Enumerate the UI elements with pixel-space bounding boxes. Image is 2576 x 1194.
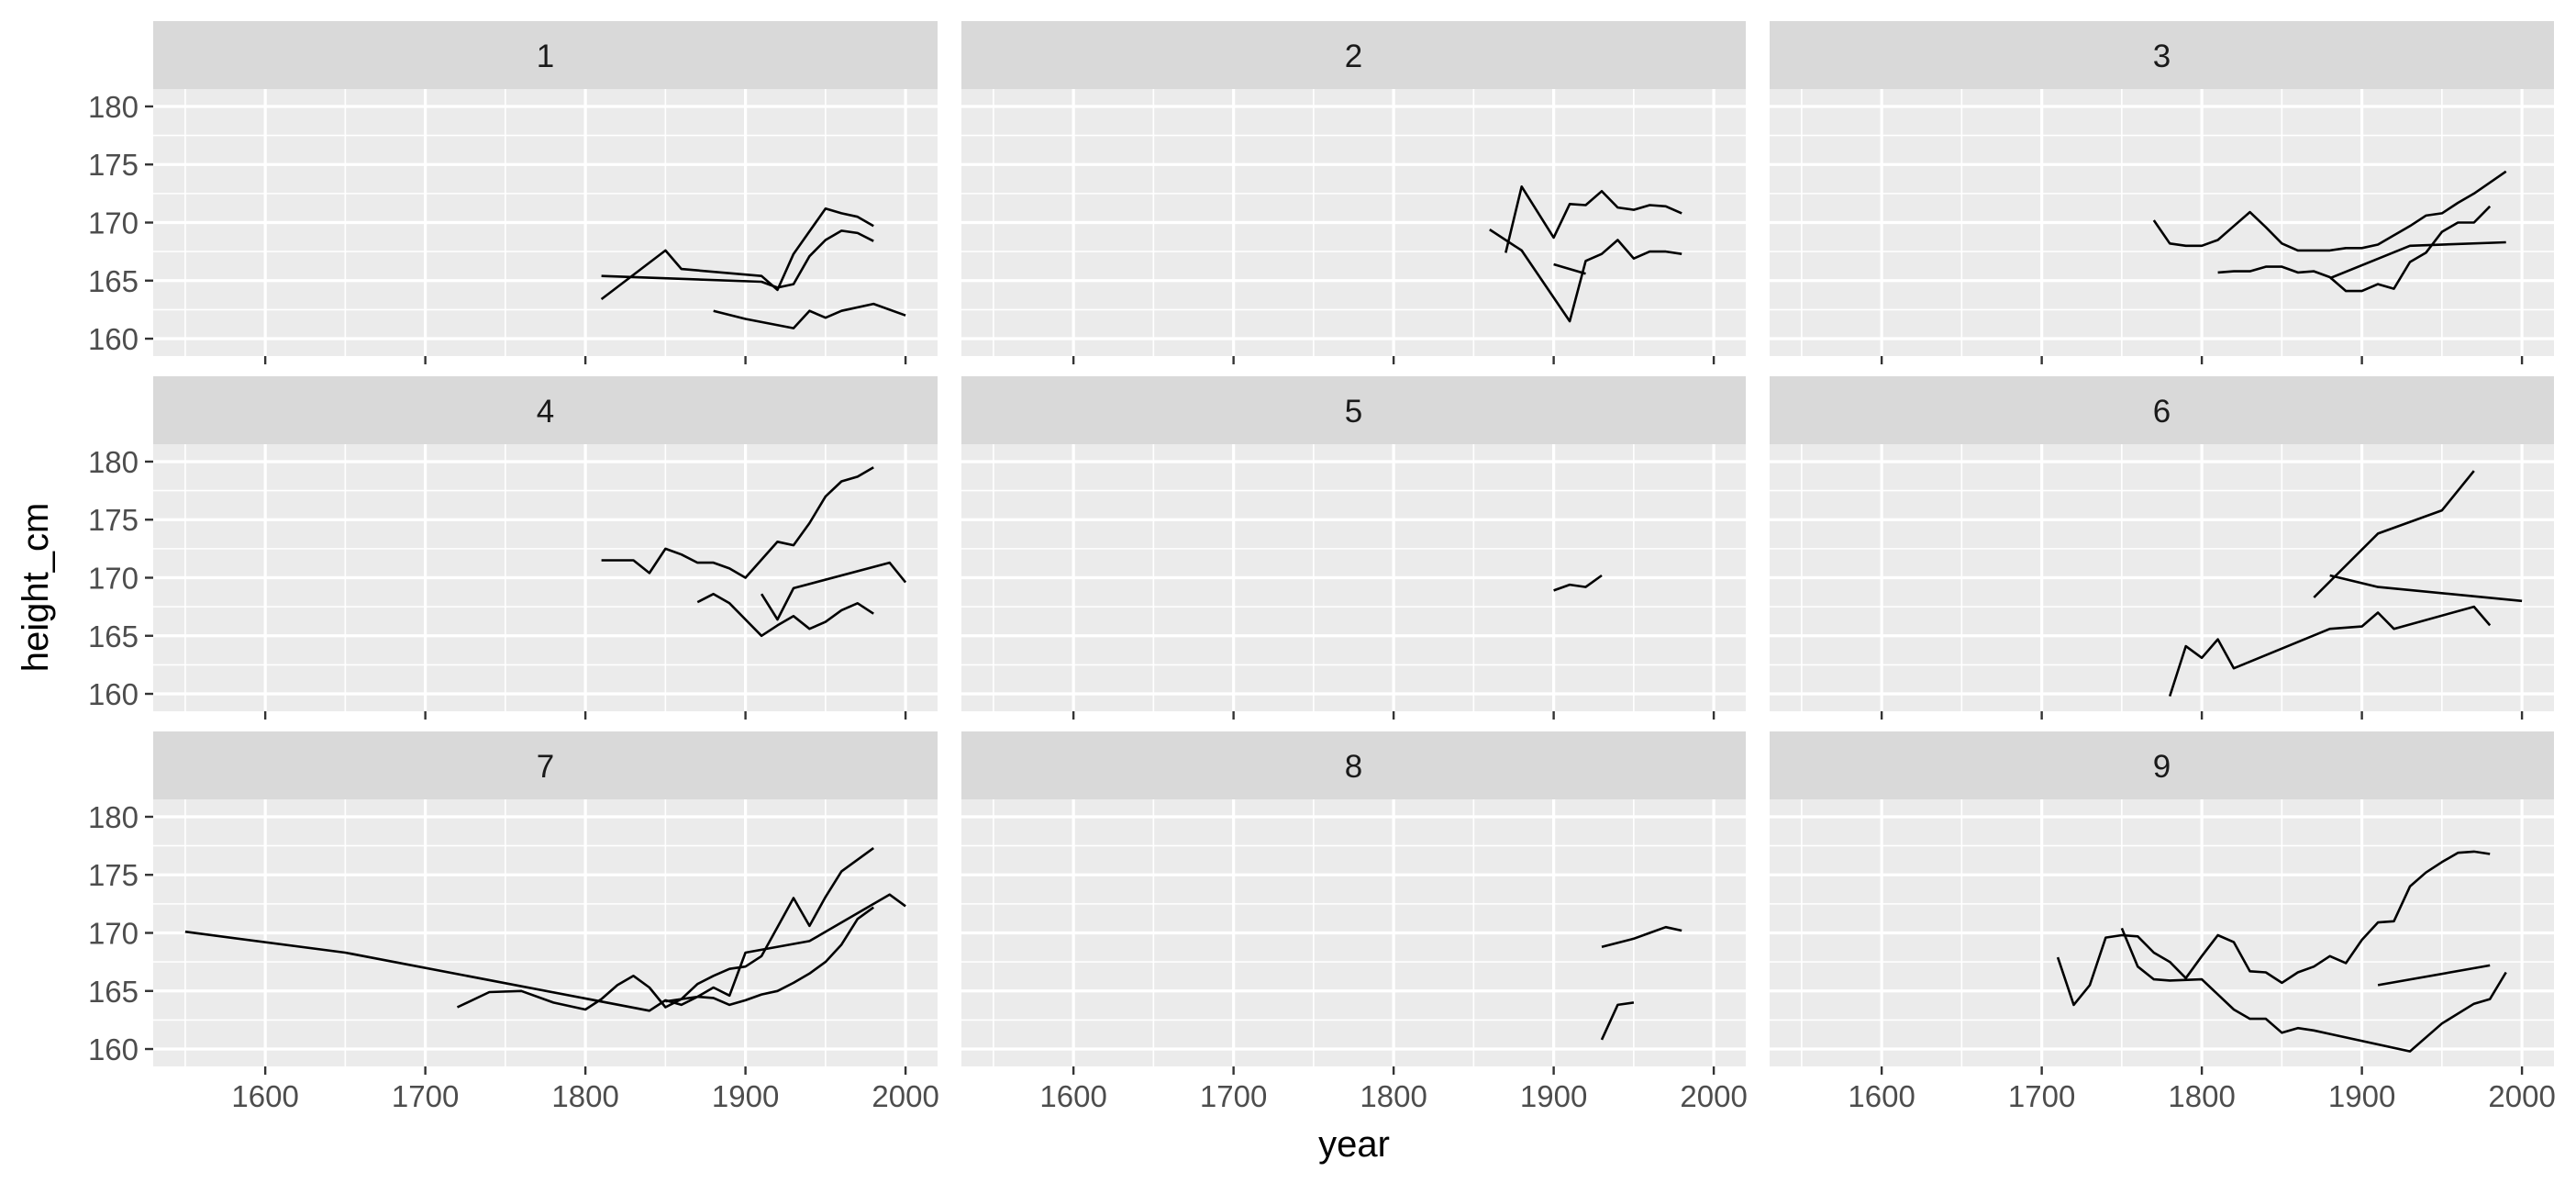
series-line-3-1 — [2152, 170, 2507, 252]
y-tick-label: 170 — [88, 917, 139, 951]
series-line-6-2 — [2329, 574, 2523, 603]
series-line-8-2 — [1600, 1001, 1635, 1041]
series-line-6-1 — [2313, 470, 2475, 598]
facet-strip-label: 6 — [2153, 394, 2171, 430]
y-tick-label: 170 — [88, 562, 139, 596]
series-line-3-2 — [2217, 205, 2492, 293]
facet-strip-2 — [961, 21, 1746, 89]
facet-strip-label: 2 — [1345, 39, 1362, 74]
x-tick-label: 2000 — [872, 1079, 938, 1113]
facet-strip-label: 4 — [537, 394, 554, 430]
x-tick-label: 1700 — [2008, 1079, 2075, 1113]
y-tick-label: 175 — [88, 858, 139, 892]
facet-panel-1: 1 — [153, 21, 938, 356]
panels-layer: 1 2 3 4 5 6 7 8 9 — [153, 21, 2554, 1066]
y-tick-label: 170 — [88, 206, 139, 240]
y-tick-label: 160 — [88, 322, 139, 356]
x-axis-title: year — [1318, 1124, 1390, 1165]
x-tick-label: 1900 — [712, 1079, 779, 1113]
facet-panel-7: 7 — [153, 731, 938, 1066]
y-tick-label: 165 — [88, 975, 139, 1009]
facet-strip-4 — [153, 376, 938, 444]
series-line-3-3 — [2329, 240, 2506, 280]
axes-layer: 160 165 170 175 180 160 165 170 175 180 160 165 170 1… — [88, 90, 2556, 1113]
series-line-7-3 — [665, 893, 906, 1003]
series-line-1-1 — [600, 207, 874, 301]
facet-strip-label: 3 — [2153, 39, 2171, 74]
series-line-1-2 — [601, 229, 874, 289]
series-line-7-1 — [184, 906, 874, 1012]
series-line-2-1 — [1505, 185, 1682, 253]
series-line-4-2 — [696, 592, 874, 638]
x-tick-label: 1900 — [1520, 1079, 1587, 1113]
series-line-9-1 — [2056, 850, 2491, 1007]
series-line-5-1 — [1553, 574, 1603, 592]
y-tick-label: 180 — [88, 800, 139, 834]
facet-strip-label: 9 — [2153, 749, 2171, 785]
facet-strip-9 — [1770, 731, 2554, 799]
series-line-6-3 — [2168, 605, 2492, 697]
facet-panel-6: 6 — [1770, 376, 2554, 711]
facet-strip-label: 1 — [537, 39, 554, 74]
series-line-2-3 — [1553, 262, 1586, 275]
y-axis-title: height_cm — [16, 503, 56, 673]
y-tick-label: 160 — [88, 1032, 139, 1066]
facet-strip-label: 8 — [1345, 749, 1362, 785]
series-line-1-3 — [713, 302, 906, 329]
facet-strip-label: 7 — [537, 749, 554, 785]
x-tick-label: 1900 — [2328, 1079, 2395, 1113]
facet-strip-8 — [961, 731, 1746, 799]
facet-strip-7 — [153, 731, 938, 799]
x-tick-label: 1600 — [231, 1079, 298, 1113]
x-tick-label: 1800 — [1360, 1079, 1427, 1113]
facet-panel-8: 8 — [961, 731, 1746, 1066]
series-line-9-2 — [2120, 927, 2507, 1053]
series-line-7-2 — [456, 847, 874, 1011]
y-tick-label: 180 — [88, 90, 139, 124]
facet-panel-3: 3 — [1770, 21, 2554, 356]
facet-panel-5: 5 — [961, 376, 1746, 711]
series-line-4-3 — [760, 561, 907, 621]
x-tick-label: 1600 — [1039, 1079, 1106, 1113]
y-tick-label: 175 — [88, 503, 139, 537]
x-tick-label: 1800 — [2168, 1079, 2235, 1113]
series-line-2-2 — [1489, 229, 1682, 323]
series-line-8-1 — [1601, 925, 1682, 948]
y-tick-label: 175 — [88, 148, 139, 182]
y-tick-label: 165 — [88, 619, 139, 653]
x-tick-label: 2000 — [1680, 1079, 1747, 1113]
x-tick-label: 1800 — [551, 1079, 618, 1113]
facet-strip-label: 5 — [1345, 394, 1362, 430]
x-tick-label: 1700 — [1200, 1079, 1267, 1113]
facet-panel-2: 2 — [961, 21, 1746, 356]
facet-panel-4: 4 — [153, 376, 938, 711]
y-tick-label: 180 — [88, 445, 139, 479]
facet-strip-3 — [1770, 21, 2554, 89]
facet-strip-6 — [1770, 376, 2554, 444]
facet-panel-9: 9 — [1770, 731, 2554, 1066]
facet-strip-1 — [153, 21, 938, 89]
y-tick-label: 160 — [88, 677, 139, 711]
x-tick-label: 1700 — [392, 1079, 459, 1113]
series-line-4-1 — [601, 466, 874, 579]
y-tick-label: 165 — [88, 264, 139, 298]
facet-strip-5 — [961, 376, 1746, 444]
x-tick-label: 1600 — [1848, 1079, 1915, 1113]
series-line-9-3 — [2377, 964, 2491, 987]
x-tick-label: 2000 — [2488, 1079, 2555, 1113]
